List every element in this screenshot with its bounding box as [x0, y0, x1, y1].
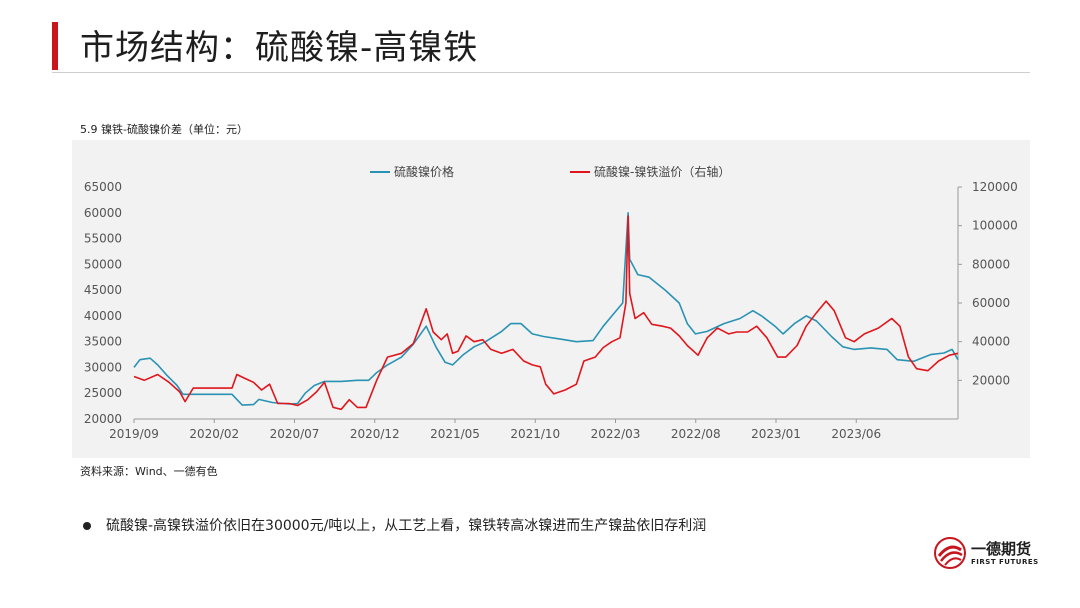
series-line-1	[133, 212, 959, 406]
y-right-tick-label: 80000	[972, 257, 1010, 271]
y-right-tick-label: 100000	[972, 219, 1018, 233]
title-accent-bar	[52, 22, 58, 70]
y-right-tick-label: 60000	[972, 296, 1010, 310]
x-tick-label: 2023/01	[751, 427, 801, 441]
y-left-tick-label: 30000	[84, 360, 122, 374]
x-tick-label: 2020/02	[189, 427, 239, 441]
y-left-tick-label: 50000	[84, 257, 122, 271]
y-left-tick-label: 35000	[84, 335, 122, 349]
chart-caption: 5.9 镍铁-硫酸镍价差（单位：元）	[80, 123, 248, 136]
logo-chinese-name: 一德期货	[971, 540, 1032, 558]
page-title: 市场结构：硫酸镍-高镍铁	[80, 28, 479, 68]
legend-label-1: 硫酸镍价格	[394, 164, 454, 179]
bullet-text: 硫酸镍-高镍铁溢价依旧在30000元/吨以上，从工艺上看，镍铁转高冰镍进而生产镍…	[106, 518, 707, 534]
y-left-tick-label: 55000	[84, 232, 122, 246]
title-divider	[52, 72, 1030, 73]
line-chart: 20000 25000 30000 35000 40000 45000 50000 55000…	[84, 164, 1018, 441]
logo-english-name: FIRST FUTURES	[971, 558, 1039, 566]
x-tick-label: 2022/03	[591, 427, 641, 441]
x-tick-label: 2021/10	[510, 427, 560, 441]
logo-swirl-icon	[934, 537, 966, 569]
y-right-tick-label: 20000	[972, 373, 1010, 387]
y-left-tick-label: 20000	[84, 412, 122, 426]
legend-label-2: 硫酸镍-镍铁溢价（右轴）	[594, 164, 730, 179]
source-note: 资料来源：Wind、一德有色	[80, 465, 218, 478]
company-logo: 一德期货 FIRST FUTURES	[933, 532, 1043, 576]
x-tick-label: 2021/05	[430, 427, 480, 441]
y-right-tick-label: 120000	[972, 180, 1018, 194]
y-left-tick-label: 60000	[84, 206, 122, 220]
series-line-2	[133, 215, 959, 411]
x-tick-label: 2020/12	[350, 427, 400, 441]
bullet-icon	[83, 522, 91, 530]
y-right-tick-label: 40000	[972, 335, 1010, 349]
x-tick-label: 2020/07	[270, 427, 320, 441]
x-tick-label: 2023/06	[831, 427, 881, 441]
chart-background	[72, 140, 1030, 458]
y-left-tick-label: 65000	[84, 180, 122, 194]
x-tick-label: 2019/09	[109, 427, 159, 441]
x-tick-label: 2022/08	[671, 427, 721, 441]
y-left-tick-label: 40000	[84, 309, 122, 323]
y-left-tick-label: 45000	[84, 283, 122, 297]
y-left-tick-label: 25000	[84, 386, 122, 400]
